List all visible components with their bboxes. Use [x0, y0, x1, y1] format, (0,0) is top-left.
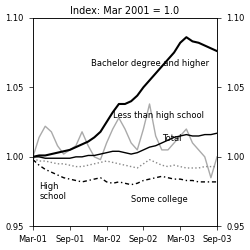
Text: Some college: Some college	[131, 196, 188, 204]
Text: Bachelor degree and higher: Bachelor degree and higher	[91, 59, 210, 68]
Text: High
school: High school	[39, 182, 66, 201]
Text: Total: Total	[162, 134, 181, 143]
Title: Index: Mar 2001 = 1.0: Index: Mar 2001 = 1.0	[70, 6, 180, 16]
Text: Less than high school: Less than high school	[113, 110, 204, 120]
